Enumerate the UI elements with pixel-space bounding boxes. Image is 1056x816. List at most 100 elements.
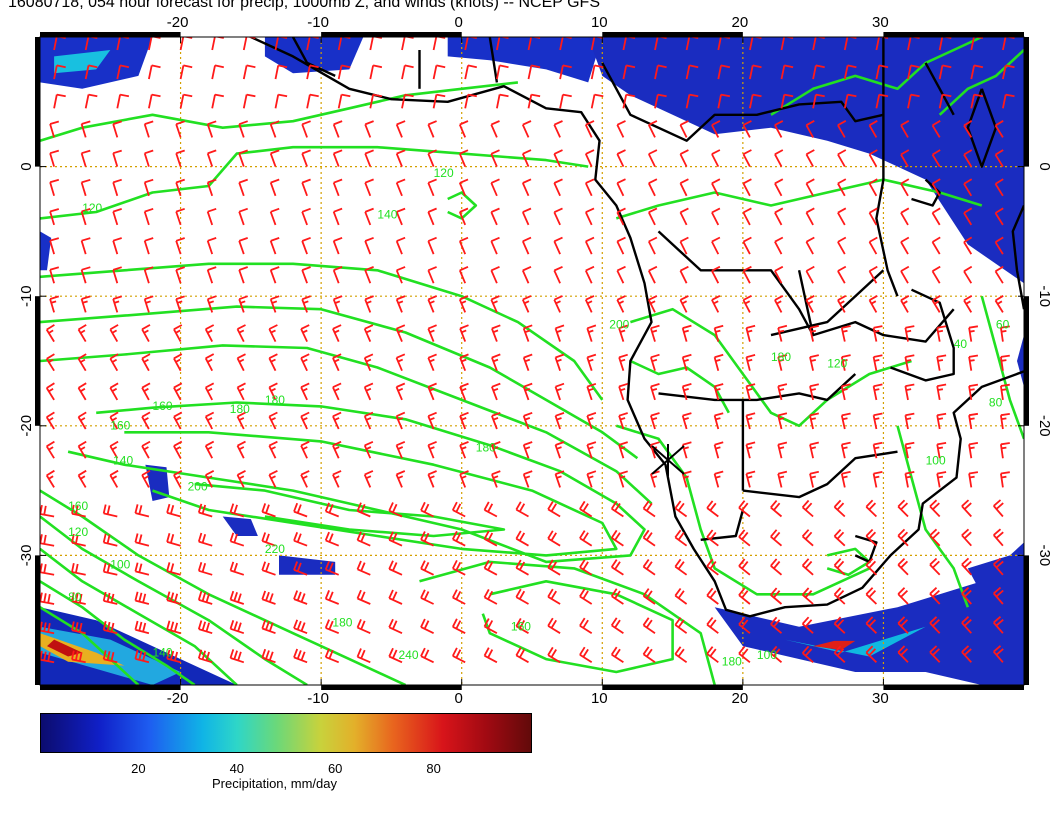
wind-barb <box>148 64 161 80</box>
wind-barb <box>963 236 973 255</box>
wind-barb <box>907 64 920 80</box>
wind-barb <box>904 471 915 488</box>
precip-area-16 <box>967 542 1024 595</box>
wind-barb <box>993 499 1004 518</box>
wind-barb <box>616 236 626 255</box>
wind-barb <box>931 236 941 255</box>
wind-barb <box>261 590 276 605</box>
wind-barb <box>681 324 692 342</box>
wind-barb <box>236 353 246 372</box>
wind-barb <box>166 562 181 576</box>
wind-barb <box>770 645 783 663</box>
wind-barb <box>618 470 628 488</box>
wind-barb <box>679 265 689 284</box>
wind-barb <box>77 469 87 488</box>
contour-label: 220 <box>265 542 285 556</box>
wind-barb <box>840 412 851 430</box>
wind-barb <box>875 64 889 80</box>
contour-label: 80 <box>68 590 82 604</box>
wind-barb <box>388 589 403 605</box>
wind-barb <box>938 64 952 80</box>
wind-barb <box>745 383 756 401</box>
wind-barb <box>872 412 883 430</box>
map-title: 16080718, 054 hour forecast for precip, … <box>8 0 600 11</box>
wind-barb <box>175 149 185 167</box>
wind-barb <box>420 560 434 576</box>
wind-barb <box>994 178 1004 197</box>
wind-barb <box>496 93 509 109</box>
wind-barb <box>211 64 224 80</box>
wind-barb <box>148 93 161 109</box>
wind-barb <box>805 207 815 226</box>
wind-barb <box>618 324 628 342</box>
wind-barb <box>738 587 751 605</box>
wind-barb <box>833 528 846 547</box>
wind-barb <box>451 618 466 634</box>
wind-barb <box>483 559 498 576</box>
wind-barb <box>261 503 276 518</box>
colorbar-label: Precipitation, mm/day <box>212 776 337 791</box>
lon-tick-label-top: 0 <box>455 14 463 31</box>
wind-barb <box>547 588 561 605</box>
wind-barb <box>261 648 276 664</box>
wind-barb <box>71 533 86 547</box>
wind-barb <box>801 616 814 634</box>
wind-barb <box>324 531 340 547</box>
wind-barb <box>904 354 915 371</box>
wind-barb <box>742 265 752 284</box>
wind-barb <box>102 562 118 576</box>
wind-barb <box>112 149 122 167</box>
wind-barb <box>527 93 541 109</box>
wind-barb <box>515 647 529 664</box>
wind-barb <box>229 620 245 635</box>
wind-barb <box>931 207 941 226</box>
wind-barb <box>388 560 403 576</box>
wind-barb <box>717 64 731 80</box>
precip-area-6 <box>145 464 170 501</box>
wind-barb <box>364 207 374 226</box>
height-contour-3 <box>40 305 639 460</box>
contour-labels: 120 140 160 180 180 160 140 180 200 220 240 180 160 1… <box>68 166 1009 669</box>
wind-barb <box>238 237 248 255</box>
wind-barb <box>872 471 883 488</box>
wind-barb <box>780 93 794 109</box>
wind-barb <box>45 324 55 343</box>
wind-barb <box>401 64 414 80</box>
contour-label: 60 <box>996 318 1010 332</box>
height-contour-13 <box>481 579 674 674</box>
lon-tick-label-top: -20 <box>167 14 189 31</box>
wind-barb <box>356 560 371 576</box>
wind-barb <box>994 265 1004 284</box>
wind-barb <box>809 470 819 488</box>
contour-label: 100 <box>757 648 777 662</box>
wind-barb <box>173 382 183 401</box>
wind-barb <box>711 178 721 197</box>
wind-barb <box>363 440 374 459</box>
wind-barb <box>388 647 403 664</box>
wind-barb <box>71 621 86 635</box>
wind-barb <box>229 503 245 518</box>
wind-barb <box>650 383 660 401</box>
wind-barb <box>622 64 636 80</box>
height-contour-4 <box>40 344 653 505</box>
wind-barb <box>197 620 213 635</box>
wind-barb <box>961 557 972 576</box>
wind-barb <box>679 120 689 138</box>
wind-barb <box>774 295 784 313</box>
frame-bar <box>602 32 743 37</box>
wind-barb <box>236 469 246 488</box>
wind-barb <box>904 383 915 401</box>
wind-barb <box>522 324 533 342</box>
wind-barb <box>872 383 883 401</box>
wind-barb <box>459 470 469 488</box>
wind-barb <box>427 440 437 459</box>
wind-barb <box>586 353 597 371</box>
coastline-10 <box>797 270 955 343</box>
wind-barb <box>872 325 883 342</box>
wind-barb <box>490 149 500 167</box>
wind-barb <box>143 178 154 197</box>
wind-barb <box>610 617 624 634</box>
wind-barb <box>961 586 972 605</box>
wind-barb <box>84 64 98 80</box>
wind-barb <box>116 64 130 80</box>
